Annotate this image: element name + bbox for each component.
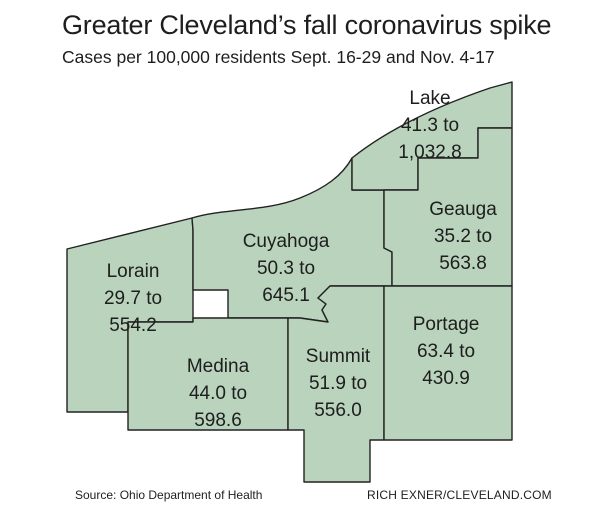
label-geauga: Geauga 35.2 to 563.8 [429, 199, 497, 274]
lorain-value: 554.2 [109, 315, 157, 336]
label-cuyahoga: Cuyahoga 50.3 to 645.1 [243, 231, 330, 306]
county-shapes [66, 81, 513, 483]
summit-range: 51.9 to [309, 373, 367, 394]
county-summit [287, 285, 385, 483]
portage-range: 63.4 to [417, 341, 475, 362]
label-summit: Summit 51.9 to 556.0 [306, 346, 371, 421]
medina-name: Medina [187, 356, 250, 377]
county-geauga [383, 127, 513, 287]
geauga-value: 563.8 [439, 253, 487, 274]
portage-name: Portage [413, 314, 480, 335]
cuyahoga-value: 645.1 [262, 285, 310, 306]
portage-value: 430.9 [422, 368, 470, 389]
label-portage: Portage 63.4 to 430.9 [413, 314, 480, 389]
lorain-name: Lorain [107, 261, 160, 282]
medina-range: 44.0 to [189, 383, 247, 404]
lorain-range: 29.7 to [104, 288, 162, 309]
summit-name: Summit [306, 346, 371, 367]
credit-line: RICH EXNER/CLEVELAND.COM [367, 488, 552, 502]
map-subtitle: Cases per 100,000 residents Sept. 16-29 … [62, 47, 495, 67]
cuyahoga-name: Cuyahoga [243, 231, 330, 252]
lake-name: Lake [409, 88, 450, 109]
cuyahoga-range: 50.3 to [257, 258, 315, 279]
map-title: Greater Cleveland’s fall coronavirus spi… [62, 10, 552, 40]
lake-value: 1,032.8 [398, 142, 461, 163]
county-portage [383, 285, 513, 441]
label-lorain: Lorain 29.7 to 554.2 [104, 261, 162, 336]
geauga-name: Geauga [429, 199, 497, 220]
label-medina: Medina 44.0 to 598.6 [187, 356, 250, 431]
summit-value: 556.0 [314, 400, 362, 421]
source-note: Source: Ohio Department of Health [75, 488, 263, 502]
lake-range: 41.3 to [401, 115, 459, 136]
geauga-range: 35.2 to [434, 226, 492, 247]
label-lake: Lake 41.3 to 1,032.8 [398, 88, 461, 163]
medina-value: 598.6 [194, 410, 242, 431]
